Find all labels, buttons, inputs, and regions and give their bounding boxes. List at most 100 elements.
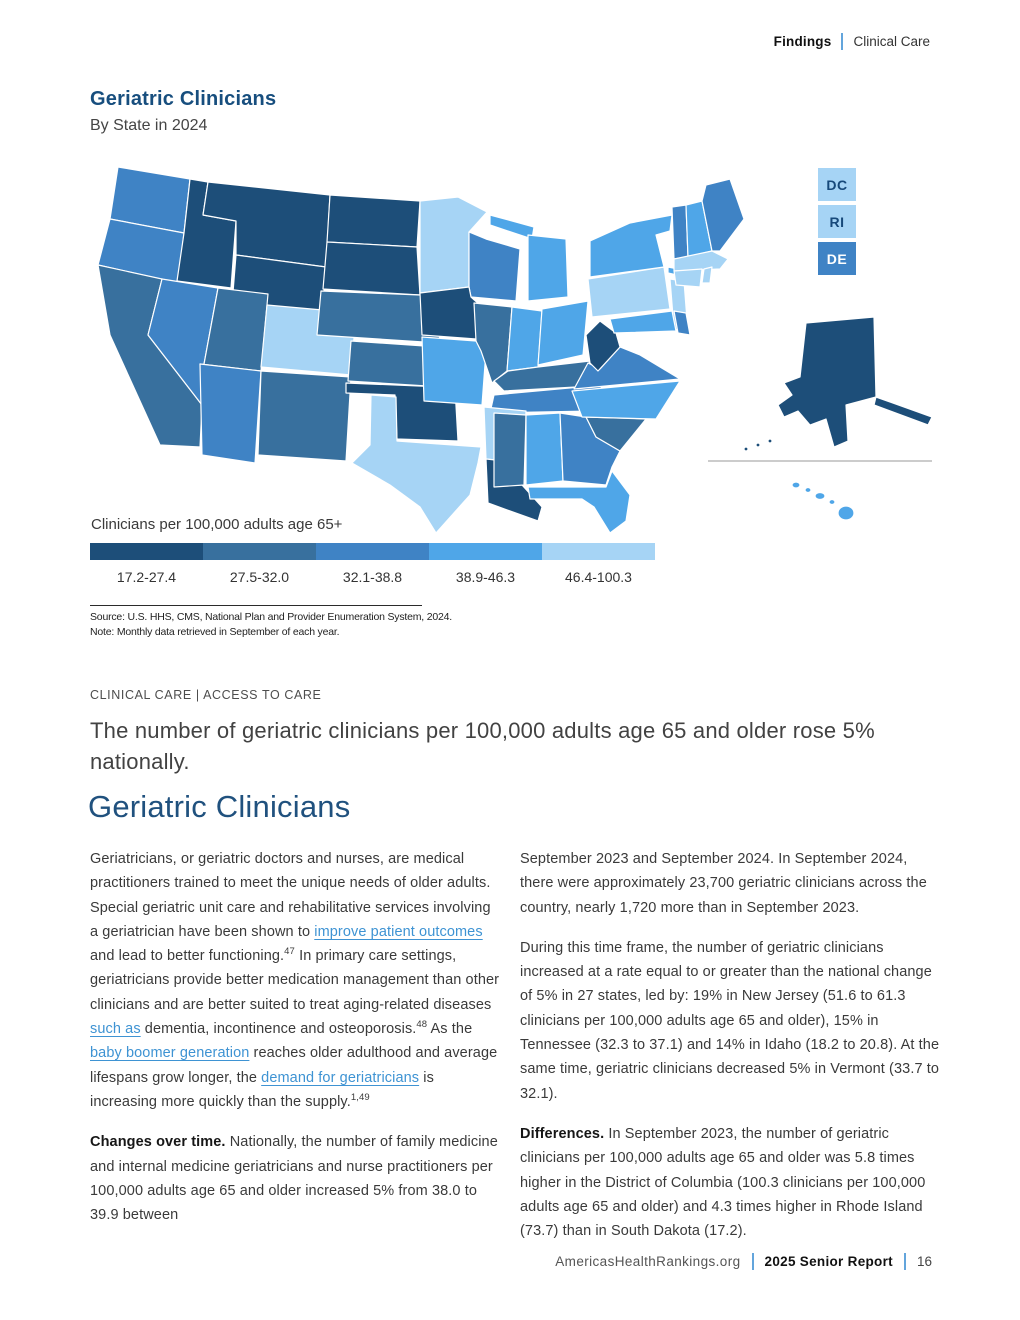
legend-item: 38.9-46.3	[429, 543, 542, 585]
state-MA	[673, 250, 729, 272]
state-AK	[777, 316, 877, 448]
state-CT	[673, 268, 703, 288]
state-NC	[571, 380, 681, 420]
state-SD	[322, 241, 421, 296]
paragraph: Geriatricians, or geriatric doctors and …	[90, 847, 500, 1114]
text-run: reaches older adulthood and average life…	[90, 1045, 498, 1086]
footnote-reference: 47	[284, 946, 295, 958]
state-FL	[527, 470, 631, 534]
bold-lead-in: Differences.	[520, 1125, 605, 1142]
footnote-reference: 48	[416, 1019, 428, 1031]
breadcrumb-subsection: Clinical Care	[853, 34, 930, 49]
inline-link[interactable]: improve patient outcomes	[314, 923, 483, 940]
state-MI	[527, 234, 569, 302]
legend-label: 27.5-32.0	[229, 569, 290, 585]
source-divider	[90, 605, 422, 606]
breadcrumb: Findings Clinical Care	[774, 33, 930, 50]
inset-box-dc: DC	[818, 168, 856, 201]
state-WI	[468, 231, 521, 302]
state-IN	[506, 306, 543, 372]
inline-link[interactable]: baby boomer generation	[90, 1045, 250, 1062]
section-kicker: CLINICAL CARE | ACCESS TO CARE	[90, 688, 322, 702]
inline-link[interactable]: such as	[90, 1021, 141, 1038]
breadcrumb-divider	[841, 33, 844, 50]
breadcrumb-section: Findings	[773, 34, 832, 49]
legend-swatch	[429, 543, 542, 560]
paragraph: Changes over time. Nationally, the numbe…	[90, 1130, 500, 1227]
legend-item: 27.5-32.0	[203, 543, 316, 585]
text-run: dementia, incontinence and osteoporosis.	[140, 1021, 417, 1038]
text-run: In September 2023, the number of geriatr…	[520, 1125, 926, 1240]
figure-title: Geriatric Clinicians	[90, 88, 277, 110]
state-OH	[537, 300, 589, 366]
legend-swatch	[90, 543, 203, 560]
state-NM	[257, 370, 352, 462]
legend-swatch	[203, 543, 316, 560]
state-MO	[421, 336, 487, 406]
state-HI	[814, 491, 826, 501]
state-AK-panhandle	[873, 396, 933, 426]
text-run: Nationally, the number of family medicin…	[90, 1134, 498, 1224]
inset-box-ri: RI	[818, 205, 856, 238]
footnote-reference: 1,49	[350, 1092, 370, 1104]
state-WV	[585, 320, 621, 372]
state-ND	[326, 194, 421, 248]
state-AL	[525, 412, 564, 486]
source-note: Note: Monthly data retrieved in Septembe…	[90, 626, 340, 638]
legend-label: 32.1-38.8	[342, 569, 403, 585]
map-inset-boxes: DC RI DE	[818, 168, 856, 279]
footer-divider	[903, 1253, 906, 1270]
state-TX	[351, 394, 482, 534]
state-RI	[701, 266, 713, 284]
state-MD	[609, 310, 677, 334]
map-legend: 17.2-27.4 27.5-32.0 32.1-38.8 38.9-46.3 46.4…	[90, 543, 655, 585]
article-column-right: September 2023 and September 2024. In Se…	[520, 847, 942, 1259]
us-choropleth-map	[97, 166, 933, 534]
footer-page-number: 16	[916, 1254, 932, 1269]
legend-swatch	[316, 543, 429, 560]
paragraph: September 2023 and September 2024. In Se…	[520, 847, 942, 920]
legend-item: 32.1-38.8	[316, 543, 429, 585]
state-HI	[837, 505, 855, 521]
state-DE	[673, 310, 691, 336]
page-footer: AmericasHealthRankings.org 2025 Senior R…	[555, 1253, 932, 1270]
state-VT	[671, 204, 689, 260]
paragraph: During this time frame, the number of ge…	[520, 936, 942, 1106]
source-text: Source: U.S. HHS, CMS, National Plan and…	[90, 611, 453, 623]
legend-item: 17.2-27.4	[90, 543, 203, 585]
text-run: During this time frame, the number of ge…	[520, 939, 940, 1102]
paragraph: Differences. In September 2023, the numb…	[520, 1122, 942, 1243]
state-NY	[589, 214, 673, 278]
text-run: Geriatricians, or geriatric doctors and …	[90, 851, 491, 940]
state-HI	[828, 498, 836, 506]
state-AK-aleutians	[767, 438, 773, 444]
bold-lead-in: Changes over time.	[90, 1134, 226, 1151]
text-run: In primary care settings, geriatricians …	[90, 948, 500, 1013]
legend-label: 17.2-27.4	[116, 569, 177, 585]
text-run: is increasing more quickly than the supp…	[90, 1069, 434, 1110]
state-AZ	[199, 363, 262, 464]
article-heading: Geriatric Clinicians	[88, 789, 351, 824]
legend-label: 46.4-100.3	[565, 569, 632, 585]
legend-label: 38.9-46.3	[455, 569, 516, 585]
state-HI	[804, 486, 812, 494]
state-IA	[419, 286, 481, 340]
state-HI	[791, 481, 801, 489]
footer-site: AmericasHealthRankings.org	[555, 1254, 741, 1269]
legend-title: Clinicians per 100,000 adults age 65+	[91, 516, 343, 533]
text-run: September 2023 and September 2024. In Se…	[520, 851, 927, 916]
state-MS	[493, 412, 527, 488]
legend-swatch	[542, 543, 655, 560]
article-column-left: Geriatricians, or geriatric doctors and …	[90, 847, 500, 1243]
text-run: and lead to better functioning.	[90, 948, 285, 965]
inline-link[interactable]: demand for geriatricians	[261, 1069, 420, 1086]
inset-box-de: DE	[818, 242, 856, 275]
text-run: As the	[427, 1021, 473, 1038]
legend-item: 46.4-100.3	[542, 543, 655, 585]
key-finding-statement: The number of geriatric clinicians per 1…	[90, 718, 875, 774]
footer-divider	[751, 1253, 754, 1270]
figure-subtitle: By State in 2024	[90, 117, 208, 134]
state-AK-aleutians	[755, 442, 761, 448]
footer-report-name: 2025 Senior Report	[764, 1254, 893, 1269]
